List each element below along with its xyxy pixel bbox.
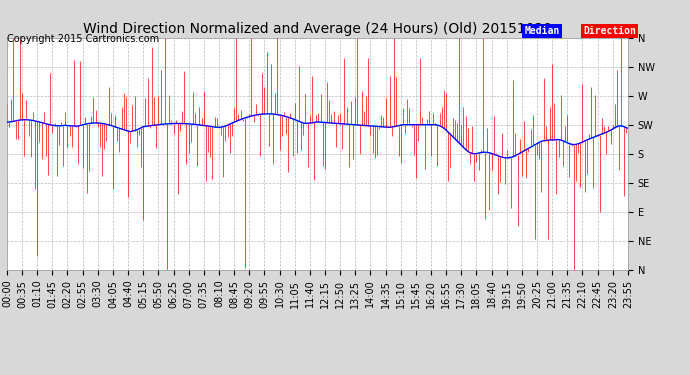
Title: Wind Direction Normalized and Average (24 Hours) (Old) 20151020: Wind Direction Normalized and Average (2… xyxy=(83,22,552,36)
Text: Copyright 2015 Cartronics.com: Copyright 2015 Cartronics.com xyxy=(7,34,159,44)
Text: Direction: Direction xyxy=(583,26,636,36)
Text: Median: Median xyxy=(524,26,560,36)
